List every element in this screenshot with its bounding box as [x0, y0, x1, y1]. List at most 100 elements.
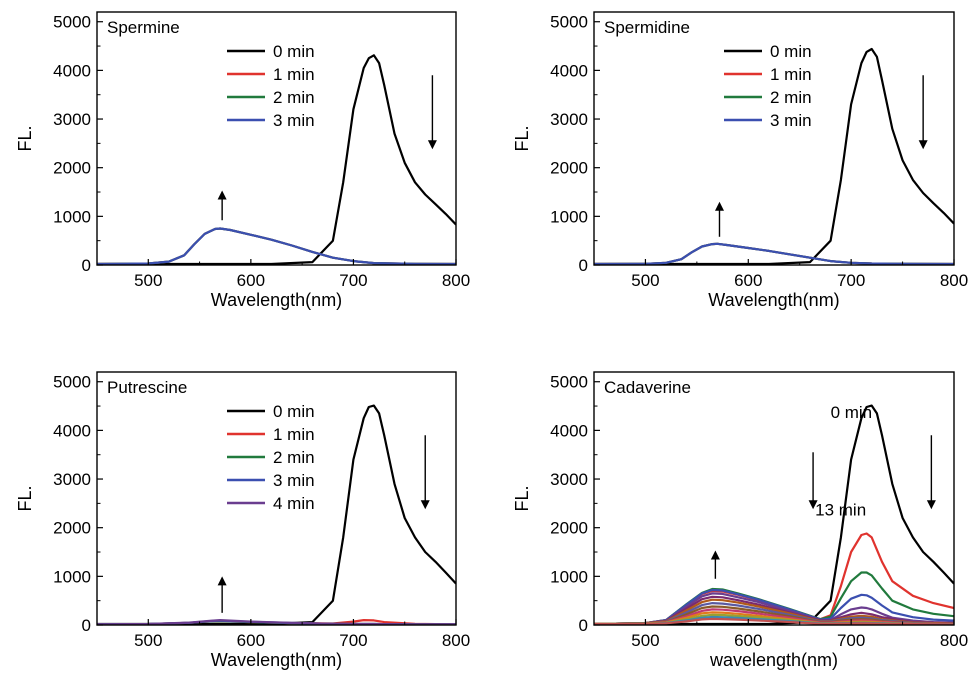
arrow-down — [918, 75, 928, 150]
legend-label-3-min: 3 min — [273, 111, 315, 130]
y-tick-label: 0 — [579, 256, 588, 275]
series-line-1-min — [594, 242, 954, 265]
plot-frame — [593, 11, 955, 266]
y-tick-label: 3000 — [53, 470, 91, 489]
legend-label-1-min: 1 min — [273, 425, 315, 444]
y-tick-label: 1000 — [53, 567, 91, 586]
x-tick-label: 700 — [339, 631, 367, 650]
y-tick-label: 0 — [579, 616, 588, 635]
y-axis-label: FL. — [15, 125, 35, 151]
y-axis-label: FL. — [512, 125, 532, 151]
y-tick-label: 4000 — [550, 421, 588, 440]
legend-label-3-min: 3 min — [770, 111, 812, 130]
x-tick-label: 800 — [442, 271, 470, 290]
series-line-1-min — [97, 227, 456, 265]
y-tick-label: 4000 — [53, 61, 91, 80]
x-tick-label: 800 — [940, 271, 968, 290]
annotation-13-min: 13 min — [815, 501, 866, 520]
y-tick-label: 5000 — [550, 373, 588, 392]
y-tick-label: 5000 — [53, 13, 91, 32]
series-line-0-min — [97, 54, 456, 265]
x-tick-label: 500 — [631, 271, 659, 290]
y-tick-label: 2000 — [550, 159, 588, 178]
y-tick-label: 0 — [82, 616, 91, 635]
x-tick-label: 700 — [339, 271, 367, 290]
arrow-up — [710, 550, 720, 579]
legend-label-2-min: 2 min — [273, 448, 315, 467]
panel-title: Spermine — [107, 18, 180, 37]
series-group — [594, 47, 954, 265]
legend-label-1-min: 1 min — [273, 65, 315, 84]
y-tick-label: 3000 — [550, 110, 588, 129]
arrow-down — [926, 435, 936, 510]
panel-title: Putrescine — [107, 378, 187, 397]
annotation-0-min: 0 min — [831, 403, 873, 422]
plot-frame — [96, 11, 457, 266]
panel-title: Spermidine — [604, 18, 690, 37]
arrow-up — [217, 576, 227, 613]
y-tick-label: 3000 — [53, 110, 91, 129]
x-tick-label: 800 — [940, 631, 968, 650]
legend-label-3-min: 3 min — [273, 471, 315, 490]
panel-spermine: 0 1000 2000 3000 4000 5000 500 600 700 800 Wavelen… — [15, 11, 470, 310]
y-tick-label: 2000 — [53, 519, 91, 538]
x-tick-label: 600 — [237, 271, 265, 290]
y-tick-label: 5000 — [550, 13, 588, 32]
panel-spermidine: 0 1000 2000 3000 4000 5000 500 600 700 800 Wavelen… — [512, 11, 968, 310]
x-axis-label: wavelength(nm) — [709, 650, 838, 670]
x-axis-label: Wavelength(nm) — [708, 290, 839, 310]
y-tick-label: 2000 — [550, 519, 588, 538]
plot-frame — [593, 371, 955, 626]
series-line-0-min — [594, 404, 954, 625]
y-tick-label: 0 — [82, 256, 91, 275]
arrow-down — [808, 452, 818, 510]
x-tick-label: 600 — [237, 631, 265, 650]
series-group — [594, 404, 954, 625]
y-axis-label: FL. — [15, 485, 35, 511]
x-tick-label: 700 — [837, 271, 865, 290]
y-tick-label: 4000 — [550, 61, 588, 80]
legend-label-2-min: 2 min — [273, 88, 315, 107]
series-line-6 — [594, 598, 954, 625]
x-tick-label: 800 — [442, 631, 470, 650]
series-line-7 — [594, 602, 954, 625]
series-group — [97, 54, 456, 265]
y-axis-label: FL. — [512, 485, 532, 511]
y-tick-label: 1000 — [53, 207, 91, 226]
x-tick-label: 700 — [837, 631, 865, 650]
legend-label-0-min: 0 min — [273, 402, 315, 421]
arrow-down — [427, 75, 437, 150]
series-line-2-min — [594, 242, 954, 265]
series-line-13 — [594, 617, 954, 625]
y-tick-label: 2000 — [53, 159, 91, 178]
plot-frame — [96, 371, 457, 626]
arrow-up — [217, 190, 227, 221]
series-line-3-min — [97, 227, 456, 265]
arrow-down — [420, 435, 430, 510]
x-tick-label: 600 — [734, 631, 762, 650]
series-line-8 — [594, 605, 954, 625]
x-tick-label: 500 — [134, 271, 162, 290]
x-axis-label: Wavelength(nm) — [211, 290, 342, 310]
legend-label-2-min: 2 min — [770, 88, 812, 107]
y-tick-label: 3000 — [550, 470, 588, 489]
legend-label-1-min: 1 min — [770, 65, 812, 84]
y-tick-label: 1000 — [550, 567, 588, 586]
arrow-up — [714, 201, 724, 237]
legend-label-0-min: 0 min — [273, 42, 315, 61]
x-tick-label: 600 — [734, 271, 762, 290]
panel-title: Cadaverine — [604, 378, 691, 397]
y-tick-label: 5000 — [53, 373, 91, 392]
x-tick-label: 500 — [134, 631, 162, 650]
series-line-0-min — [594, 47, 954, 265]
legend-label-4-min: 4 min — [273, 494, 315, 513]
x-tick-label: 500 — [631, 631, 659, 650]
series-line-3-min — [594, 242, 954, 265]
series-line-2-min — [97, 227, 456, 265]
y-tick-label: 4000 — [53, 421, 91, 440]
legend-label-0-min: 0 min — [770, 42, 812, 61]
x-axis-label: Wavelength(nm) — [211, 650, 342, 670]
panel-cadaverine: 0 1000 2000 3000 4000 5000 500 600 700 800 wavelen… — [512, 371, 968, 670]
